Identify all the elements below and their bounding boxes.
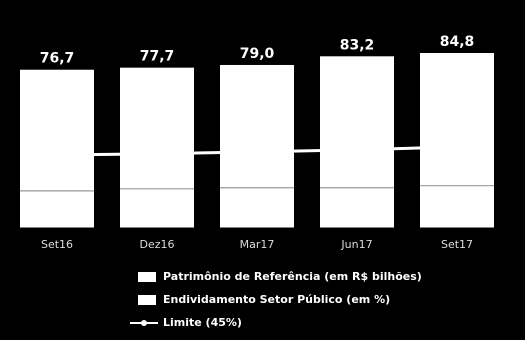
x-tick-label: Dez16 [139, 238, 174, 251]
value-label: 79,0 [240, 46, 275, 62]
bar [20, 190, 94, 228]
bar [320, 187, 394, 228]
x-tick-label: Mar17 [240, 238, 275, 251]
x-tick-label: Set17 [441, 238, 473, 251]
legend-label: Patrimônio de Referência (em R$ bilhões) [163, 270, 422, 283]
bar [420, 185, 494, 228]
bar [120, 188, 194, 228]
x-tick-label: Set16 [41, 238, 73, 251]
legend-label: Endividamento Setor Público (em %) [163, 293, 390, 306]
x-tick-label: Jun17 [340, 238, 372, 251]
value-label: 84,8 [440, 34, 475, 50]
legend-swatch [138, 272, 156, 282]
legend-label: Limite (45%) [163, 316, 242, 329]
bar [220, 187, 294, 228]
value-label: 77,7 [140, 49, 175, 65]
value-label: 83,2 [340, 37, 375, 53]
legend-swatch [138, 295, 156, 305]
value-label: 76,7 [40, 51, 75, 67]
legend-marker [141, 320, 147, 326]
